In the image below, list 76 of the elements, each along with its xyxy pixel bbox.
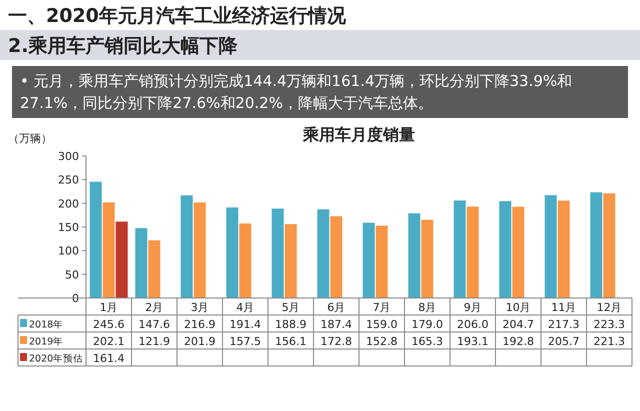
data-label: 165.3 [412,335,443,348]
data-label: 147.6 [138,318,170,331]
data-label: 192.8 [502,335,534,348]
bar [558,200,570,298]
bar [466,206,479,298]
bar [499,201,512,298]
x-tick-label: 9月 [464,301,482,314]
y-tick-label: 300 [58,150,79,163]
legend-label: 2019年 [29,336,64,348]
y-tick-label: 200 [58,197,79,210]
data-label: 205.7 [548,335,580,348]
data-label: 121.9 [138,335,170,348]
bar [102,202,115,298]
data-label: 202.1 [93,335,124,348]
data-label: 187.4 [320,318,352,331]
x-tick-label: 3月 [190,301,209,314]
text: • 元月，乘用车产销预计分别完成144.4万辆和161.4万辆，环比分别下降33.9%和27.1%，同比分别下降27.6%和20.2%，降幅大于汽车总体。 [12,66,628,118]
data-label: 152.8 [366,335,398,348]
bar [454,200,466,298]
x-tick-label: 10月 [506,301,531,314]
data-label: 221.3 [594,335,625,348]
bar [544,195,557,298]
x-tick-label: 7月 [372,301,391,314]
data-label: 204.7 [502,318,534,331]
data-label: 159.0 [366,318,398,331]
y-tick-label: 150 [58,221,79,234]
data-label: 217.3 [548,318,580,331]
bar [376,226,388,298]
data-label: 216.9 [184,318,216,331]
y-tick-label: 250 [58,174,79,187]
x-tick-label: 6月 [327,301,346,314]
x-tick-label: 4月 [236,301,254,314]
x-tick-label: 5月 [282,301,300,314]
y-axis-title: （万辆） [8,132,52,145]
chart-title: 乘用车月度销量 [302,125,415,144]
bar [408,213,420,298]
bar [90,182,102,298]
data-label: 179.0 [412,318,443,331]
text: 2.乘用车产销同比大幅下降 [0,30,640,60]
x-tick-label: 1月 [100,301,118,314]
bar [317,209,330,298]
bar [362,222,375,298]
data-label: 206.0 [457,318,488,331]
data-label: 157.5 [230,335,261,348]
bar [226,207,238,298]
data-label: 223.3 [594,318,625,331]
y-tick-label: 100 [58,244,79,258]
bar [180,195,193,298]
legend-label: 2018年 [29,318,64,330]
bar [239,223,252,298]
data-label: 193.1 [457,335,488,348]
bar [194,202,206,298]
data-label: 191.4 [230,318,261,331]
x-tick-label: 2月 [145,301,164,314]
legend-label: 2020年预估 [29,352,84,364]
bar [272,208,284,298]
data-label: 156.1 [275,335,306,348]
bar [590,192,602,298]
bar [512,206,524,298]
x-tick-label: 11月 [551,301,576,314]
x-tick-label: 12月 [596,301,622,314]
data-label: 172.8 [320,335,352,348]
bar [421,220,434,298]
data-label: 188.9 [275,318,306,331]
data-label: 161.4 [93,352,124,365]
text: 一、2020年元月汽车工业经济运行情况 [7,4,347,29]
bar [135,228,148,298]
bar [603,193,616,298]
data-label: 245.6 [93,318,124,331]
bar [116,222,128,298]
bar [330,216,342,298]
bar [148,240,160,298]
y-tick-label: 50 [65,268,79,282]
bar [284,224,297,298]
x-tick-label: 8月 [418,301,436,314]
data-label: 201.9 [184,335,216,348]
